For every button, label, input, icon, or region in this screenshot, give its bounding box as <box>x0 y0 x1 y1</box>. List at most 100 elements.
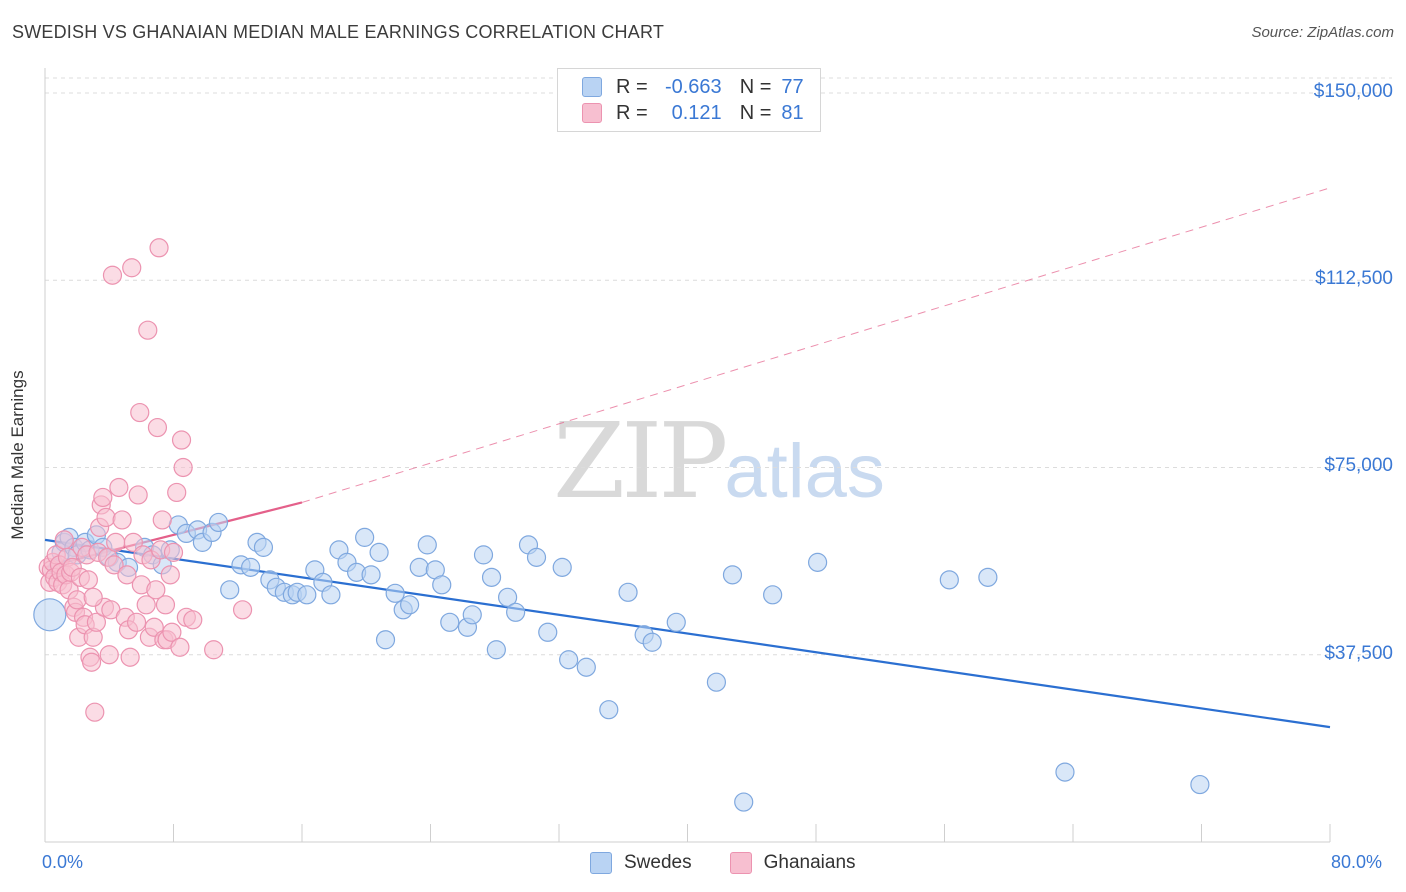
ghanaians-trend-extension <box>301 187 1331 503</box>
ghanaians-point <box>122 258 142 278</box>
swedes-point <box>722 565 743 585</box>
swedes-point <box>432 575 452 595</box>
swedes-point <box>375 630 396 650</box>
swedes-point <box>486 640 506 660</box>
y-tick-label: $150,000 <box>1313 80 1393 102</box>
series-swatch-swedes <box>590 852 612 874</box>
ghanaians-point <box>102 265 123 285</box>
legend-n-label: N = <box>739 75 772 98</box>
swedes-point <box>642 632 662 652</box>
x-tick-label-min: 0.0% <box>42 852 84 872</box>
ghanaians-point <box>183 610 203 630</box>
legend-swatch-ghanaians <box>582 103 602 123</box>
swedes-point <box>481 567 502 587</box>
ghanaians-point <box>167 482 187 503</box>
swedes-point <box>599 700 619 720</box>
swedes-point <box>706 672 727 692</box>
data-points <box>33 238 1210 812</box>
ghanaians-point <box>112 510 132 530</box>
ghanaians-point <box>149 238 169 258</box>
swedes-point <box>208 512 229 533</box>
y-tick-label: $37,500 <box>1324 642 1393 664</box>
y-tick-label: $112,500 <box>1315 268 1393 290</box>
ghanaians-point <box>109 477 129 498</box>
source-credit: Source: ZipAtlas.com <box>1251 24 1394 41</box>
swedes-point <box>409 557 429 577</box>
swedes-point <box>559 650 579 670</box>
ghanaians-point <box>93 487 113 508</box>
swedes-point <box>355 527 375 547</box>
ghanaians-point <box>204 640 224 660</box>
zipatlas-watermark: ZIPatlas <box>553 400 885 522</box>
swedes-point <box>400 595 420 615</box>
ghanaians-point <box>104 555 124 575</box>
ghanaians-point <box>232 600 253 620</box>
legend-r-value: 0.121 <box>671 101 722 124</box>
ghanaians-point <box>86 612 107 632</box>
legend-r-value: -0.663 <box>664 75 722 98</box>
legend-row-swedes: R = -0.663 N = 77 <box>582 75 804 99</box>
ghanaians-point <box>160 565 180 585</box>
ghanaians-point <box>54 530 74 550</box>
swedes-point <box>473 545 494 565</box>
legend-swatch-swedes <box>582 77 602 97</box>
legend-r-label: R = <box>616 101 648 124</box>
swedes-point <box>369 542 389 562</box>
series-legend: Swedes Ghanaians <box>590 852 894 874</box>
ghanaians-point <box>96 507 116 528</box>
swedes-point <box>1190 774 1210 795</box>
swedes-point <box>297 585 317 605</box>
correlation-legend: R = -0.663 N = 77 R = 0.121 N = 81 <box>557 68 821 132</box>
y-axis-label: Median Male Earnings <box>8 370 27 540</box>
swedes-point <box>538 622 558 642</box>
ghanaians-point <box>128 485 148 505</box>
swedes-point <box>361 565 381 585</box>
legend-row-ghanaians: R = 0.121 N = 81 <box>582 101 804 125</box>
ghanaians-point <box>138 320 158 340</box>
swedes-point <box>1055 762 1075 782</box>
series-label-ghanaians: Ghanaians <box>763 852 856 873</box>
swedes-point <box>33 598 67 632</box>
ghanaians-point <box>170 637 190 657</box>
swedes-point <box>385 583 405 603</box>
swedes-point <box>506 602 526 622</box>
swedes-point <box>526 547 547 567</box>
series-label-swedes: Swedes <box>624 852 692 873</box>
legend-n-value: 81 <box>781 101 804 124</box>
legend-n-label: N = <box>739 101 772 124</box>
chart-title: SWEDISH VS GHANAIAN MEDIAN MALE EARNINGS… <box>12 22 665 42</box>
ghanaians-point <box>67 590 87 610</box>
x-tick-label-max: 80.0% <box>1331 852 1383 872</box>
ghanaians-point <box>173 457 193 478</box>
swedes-point <box>253 537 274 557</box>
swedes-point <box>734 792 754 812</box>
y-tick-label: $75,000 <box>1324 455 1393 477</box>
swedes-point <box>576 657 596 677</box>
ghanaians-point <box>146 580 166 600</box>
ghanaians-point <box>126 612 147 632</box>
ghanaians-point <box>162 622 182 642</box>
series-legend-swedes: Swedes <box>590 852 692 874</box>
ghanaians-point <box>106 532 126 552</box>
ghanaians-point <box>78 570 98 590</box>
swedes-point <box>618 582 638 602</box>
x-axis <box>44 68 1331 843</box>
ghanaians-point <box>147 417 168 438</box>
ghanaians-point <box>99 645 119 665</box>
ghanaians-point <box>81 652 102 672</box>
swedes-point <box>552 557 572 577</box>
ghanaians-point <box>83 587 103 607</box>
watermark-zip: ZIP <box>553 400 728 522</box>
ghanaians-point <box>117 565 137 585</box>
ghanaians-point <box>136 595 156 615</box>
legend-n-value: 77 <box>781 75 804 98</box>
ghanaians-point <box>155 595 176 615</box>
swedes-point <box>440 612 460 632</box>
watermark-atlas: atlas <box>724 429 885 514</box>
swedes-point <box>498 587 518 607</box>
series-swatch-ghanaians <box>729 852 752 874</box>
ghanaians-point <box>85 702 105 722</box>
swedes-point <box>241 557 261 577</box>
swedes-point <box>808 552 828 572</box>
